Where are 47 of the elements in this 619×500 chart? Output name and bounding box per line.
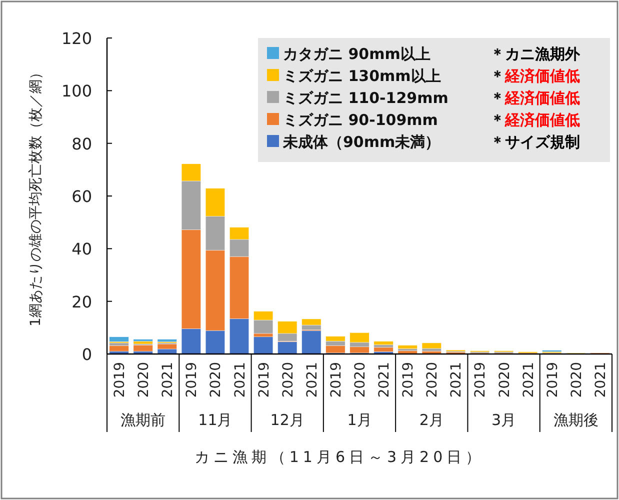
text: 3月 — [492, 411, 516, 429]
y-tick-label: 120 — [61, 29, 92, 48]
text: 12月 — [270, 411, 304, 429]
y-tick-label: 60 — [72, 187, 92, 206]
x-tick-label: 2020 — [496, 362, 513, 398]
annotation: ＊サイズ規制 — [490, 133, 580, 151]
x-tick-label: 2020 — [280, 362, 296, 398]
annotation: ＊経済価値低 — [490, 89, 580, 107]
text: 漁期前 — [120, 411, 166, 429]
x-tick-label: 2020 — [568, 362, 585, 398]
x-axis-title: カニ漁期（11月6日～3月20日） — [194, 448, 485, 466]
y-tick-label: 20 — [72, 292, 92, 312]
annotation: ＊経済価値低 — [490, 67, 580, 85]
x-tick-label: 2019 — [112, 362, 128, 398]
legend-label: 未成体（90mm未満） — [282, 133, 440, 151]
text: 漁期後 — [553, 411, 598, 429]
legend-label: カタガニ 90mm以上 — [283, 45, 430, 63]
annotation: ＊カニ漁期外 — [490, 45, 581, 63]
x-tick-label: 2021 — [304, 362, 320, 398]
text: 2月 — [419, 411, 444, 429]
legend-label: ミズガニ 90-109mm — [283, 111, 438, 129]
legend-label: ミズガニ 110-129mm — [283, 89, 448, 107]
x-tick-label: 2021 — [448, 362, 465, 398]
x-tick-label: 2021 — [160, 362, 176, 398]
x-tick-label: 2021 — [376, 362, 393, 398]
text: 11月 — [198, 411, 232, 429]
text: 1月 — [347, 411, 372, 429]
x-tick-label: 2019 — [256, 362, 272, 398]
y-tick-label: 80 — [72, 134, 92, 154]
x-tick-label: 2020 — [136, 362, 152, 398]
x-tick-label: 2021 — [592, 362, 609, 398]
x-tick-label: 2020 — [352, 362, 368, 398]
y-axis-title: 1網あたりの雄の平均死亡枚数（枚／網） — [28, 66, 44, 326]
x-tick-label: 2019 — [184, 362, 200, 398]
annotation: ＊経済価値低 — [490, 111, 580, 129]
x-tick-label: 2019 — [328, 362, 344, 398]
y-tick-label: 0 — [82, 345, 92, 364]
x-tick-label: 2021 — [520, 362, 537, 398]
legend-label: ミズガニ 130mm以上 — [283, 67, 441, 85]
x-tick-label: 2019 — [544, 362, 561, 398]
x-tick-label: 2021 — [232, 362, 248, 398]
x-tick-label: 2019 — [400, 362, 417, 398]
y-tick-label: 100 — [61, 82, 92, 101]
y-tick-label: 40 — [72, 240, 92, 259]
x-tick-label: 2019 — [472, 362, 489, 398]
x-tick-label: 2020 — [208, 362, 224, 398]
x-tick-label: 2020 — [424, 362, 441, 398]
